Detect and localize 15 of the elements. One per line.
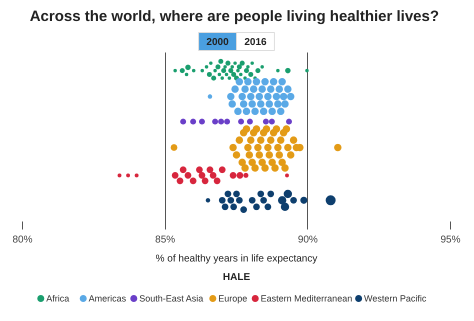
x-tick-label: 95% bbox=[440, 234, 461, 246]
chart-title: Across the world, where are people living healthier lives? bbox=[30, 8, 440, 25]
x-axis-title: % of healthy years in life expectancy bbox=[156, 254, 318, 264]
legend-label: South-East Asia bbox=[139, 294, 204, 304]
legend-title: HALE bbox=[222, 272, 250, 283]
text: 2000 bbox=[206, 37, 230, 48]
legend-label: Western Pacific bbox=[364, 294, 427, 304]
legend-label: Eastern Mediterranean bbox=[260, 294, 352, 304]
legend-label: Europe bbox=[218, 294, 248, 304]
x-tick-label: 90% bbox=[298, 234, 318, 246]
x-tick-label: 85% bbox=[155, 234, 176, 246]
text: 2016 bbox=[244, 37, 268, 48]
legend-label: Americas bbox=[88, 294, 127, 304]
x-tick-label: 80% bbox=[12, 234, 33, 246]
legend-label: Africa bbox=[46, 294, 70, 304]
